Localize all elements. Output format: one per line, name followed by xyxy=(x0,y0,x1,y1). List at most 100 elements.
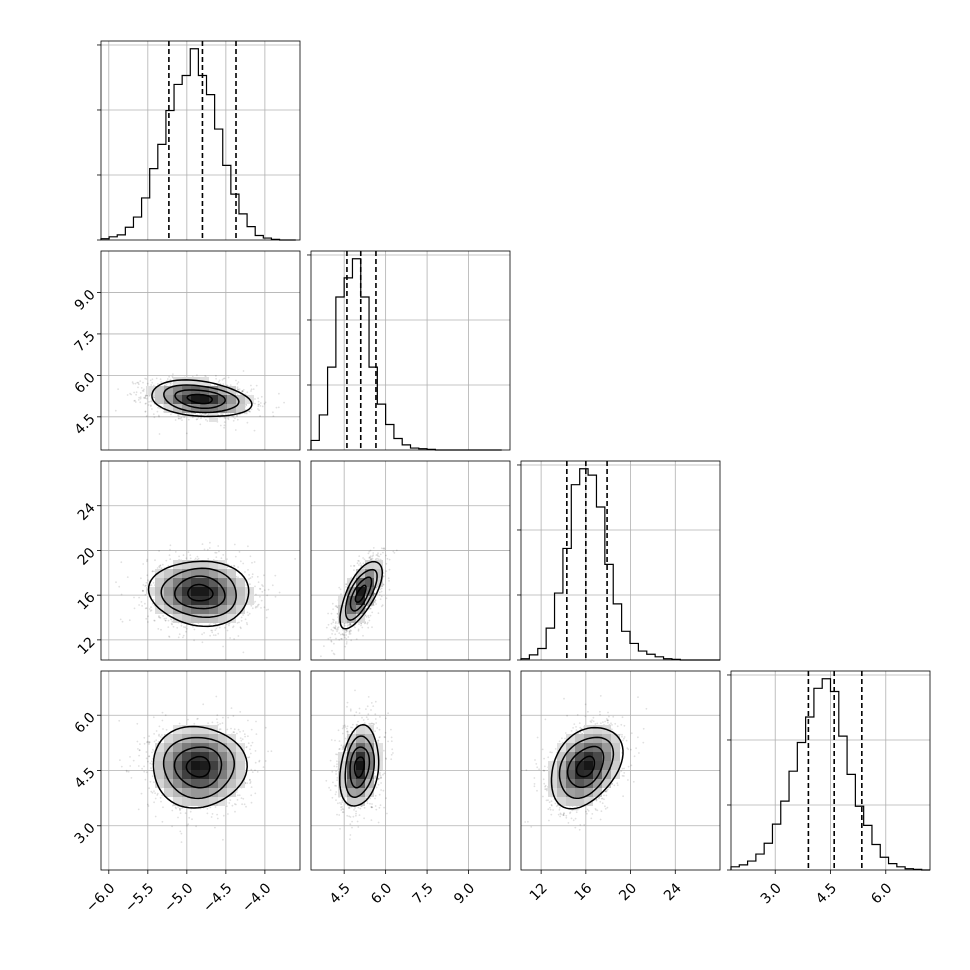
sample-point xyxy=(241,390,244,392)
histogram-steps xyxy=(310,258,502,451)
sample-point xyxy=(230,707,233,709)
sample-point xyxy=(253,561,256,563)
panel-frame xyxy=(100,40,301,241)
density-cell xyxy=(209,605,218,614)
sample-point xyxy=(257,603,260,606)
sample-point xyxy=(375,586,378,589)
sample-point xyxy=(360,622,363,625)
sample-point xyxy=(340,637,342,640)
sample-point xyxy=(252,388,255,390)
sample-point xyxy=(158,733,161,736)
sample-point xyxy=(327,637,330,640)
sample-point xyxy=(355,638,358,640)
sample-point xyxy=(191,416,194,419)
sample-point xyxy=(151,381,154,384)
sample-point xyxy=(142,381,144,384)
sample-point xyxy=(149,400,152,403)
sample-point xyxy=(339,633,342,636)
sample-point xyxy=(241,390,244,393)
sample-point xyxy=(140,387,143,389)
density-cell xyxy=(182,614,191,623)
sample-point xyxy=(272,411,274,414)
sample-point xyxy=(338,586,341,589)
sample-point xyxy=(335,621,337,623)
sample-point xyxy=(139,380,142,382)
sample-point xyxy=(133,607,136,610)
sample-point xyxy=(360,624,362,627)
sample-point xyxy=(368,619,371,622)
marginal-panel-1 xyxy=(97,40,301,241)
sample-point xyxy=(165,617,168,620)
sample-point xyxy=(347,636,350,638)
sample-point xyxy=(333,627,336,629)
sample-point xyxy=(358,564,360,566)
sample-point xyxy=(366,621,369,624)
sample-point xyxy=(341,638,343,640)
sample-point xyxy=(157,414,160,417)
sample-point xyxy=(163,617,166,620)
density-cell xyxy=(173,614,182,623)
contour-level xyxy=(163,384,240,414)
sample-point xyxy=(145,397,148,400)
sample-point xyxy=(246,391,249,394)
sample-point xyxy=(167,564,170,567)
sample-point xyxy=(249,778,251,781)
density-cell xyxy=(200,569,209,578)
sample-point xyxy=(294,558,296,560)
sample-point xyxy=(246,421,249,424)
sample-point xyxy=(189,557,192,560)
sample-point xyxy=(353,565,355,567)
sample-point xyxy=(119,618,122,621)
marginal-panel-3 xyxy=(517,460,721,661)
joint-panel-1-2 xyxy=(100,250,301,451)
sample-point xyxy=(388,568,391,571)
sample-point xyxy=(236,387,239,390)
sample-point xyxy=(199,423,202,426)
sample-point xyxy=(350,630,352,632)
sample-point xyxy=(369,607,371,610)
density-cell xyxy=(209,614,218,623)
sample-point xyxy=(145,584,147,587)
sample-point xyxy=(250,384,252,387)
density-cell xyxy=(182,404,191,413)
sample-point xyxy=(333,619,335,621)
density-cell xyxy=(209,386,218,395)
density-cell xyxy=(227,587,236,596)
sample-point xyxy=(258,760,261,763)
sample-point xyxy=(144,377,147,380)
sample-point xyxy=(251,573,254,576)
sample-point xyxy=(197,416,200,419)
density-cell xyxy=(209,404,218,413)
sample-point xyxy=(237,794,239,797)
density-cell xyxy=(191,404,200,413)
sample-point xyxy=(150,405,152,407)
sample-point xyxy=(185,432,188,435)
sample-point xyxy=(233,565,236,568)
sample-point xyxy=(160,567,163,570)
sample-point xyxy=(222,645,225,648)
sample-point xyxy=(141,605,144,607)
sample-point xyxy=(246,611,249,614)
sample-point xyxy=(238,551,241,553)
sample-point xyxy=(215,551,218,554)
sample-point xyxy=(133,391,136,394)
joint-panel-1-4 xyxy=(100,670,301,871)
density-cell xyxy=(182,377,191,386)
sample-point xyxy=(272,415,275,417)
sample-point xyxy=(153,416,156,419)
density-cell xyxy=(164,596,173,605)
sample-point xyxy=(392,550,395,553)
sample-point xyxy=(248,612,251,615)
sample-point xyxy=(247,756,249,759)
sample-point xyxy=(380,547,383,550)
sample-point xyxy=(139,397,142,400)
sample-point xyxy=(170,622,173,625)
contour-level xyxy=(186,393,213,405)
contour-level xyxy=(349,576,373,612)
sample-point xyxy=(368,556,371,559)
sample-point xyxy=(236,386,239,389)
sample-point xyxy=(197,557,200,560)
sample-point xyxy=(147,621,149,623)
sample-point xyxy=(139,401,142,404)
sample-point xyxy=(382,583,385,586)
